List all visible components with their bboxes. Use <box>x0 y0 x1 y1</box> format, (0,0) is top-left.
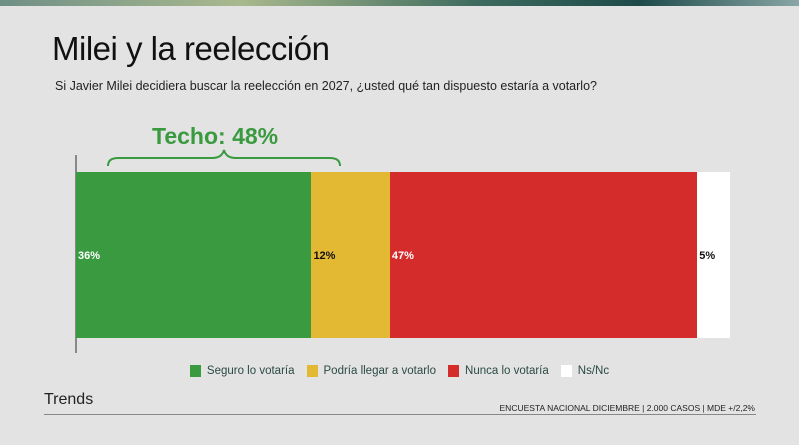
subtitle: Si Javier Milei decidiera buscar la reel… <box>55 79 597 93</box>
brace-annotation <box>107 149 341 167</box>
legend-swatch <box>189 365 201 377</box>
legend-swatch <box>560 365 572 377</box>
bar-segment-3 <box>697 172 730 338</box>
legend-item: Nunca lo votaría <box>448 365 549 377</box>
data-label: 12% <box>313 250 336 262</box>
page-title: Milei y la reelección <box>52 30 330 67</box>
legend-item: Podría llegar a votarlo <box>306 365 437 377</box>
legend-label: Podría llegar a votarlo <box>323 365 437 377</box>
top-gradient-strip <box>0 0 799 6</box>
bar-segment-1 <box>311 172 390 338</box>
bar-segment-0 <box>76 172 312 338</box>
legend: Seguro lo votaría Podría llegar a votarlo… <box>0 365 799 377</box>
brand-logo: Trends <box>44 391 94 408</box>
data-label: 5% <box>699 250 716 262</box>
bar-segment-2 <box>389 172 698 338</box>
data-label: 47% <box>391 250 414 262</box>
footer-divider <box>44 414 756 415</box>
legend-swatch <box>306 365 318 377</box>
legend-label: Seguro lo votaría <box>206 365 295 377</box>
legend-swatch <box>448 365 460 377</box>
data-label: 36% <box>78 250 101 262</box>
legend-item: Seguro lo votaría <box>189 365 295 377</box>
legend-label: Ns/Nc <box>577 365 610 377</box>
legend-label: Nunca lo votaría <box>465 365 549 377</box>
y-axis-line <box>75 155 77 353</box>
legend-item: Ns/Nc <box>560 365 610 377</box>
stacked-bar <box>76 172 730 338</box>
techo-annotation: Techo: 48% <box>152 123 279 149</box>
source-note: ENCUESTA NACIONAL DICIEMBRE | 2.000 CASO… <box>499 403 755 413</box>
